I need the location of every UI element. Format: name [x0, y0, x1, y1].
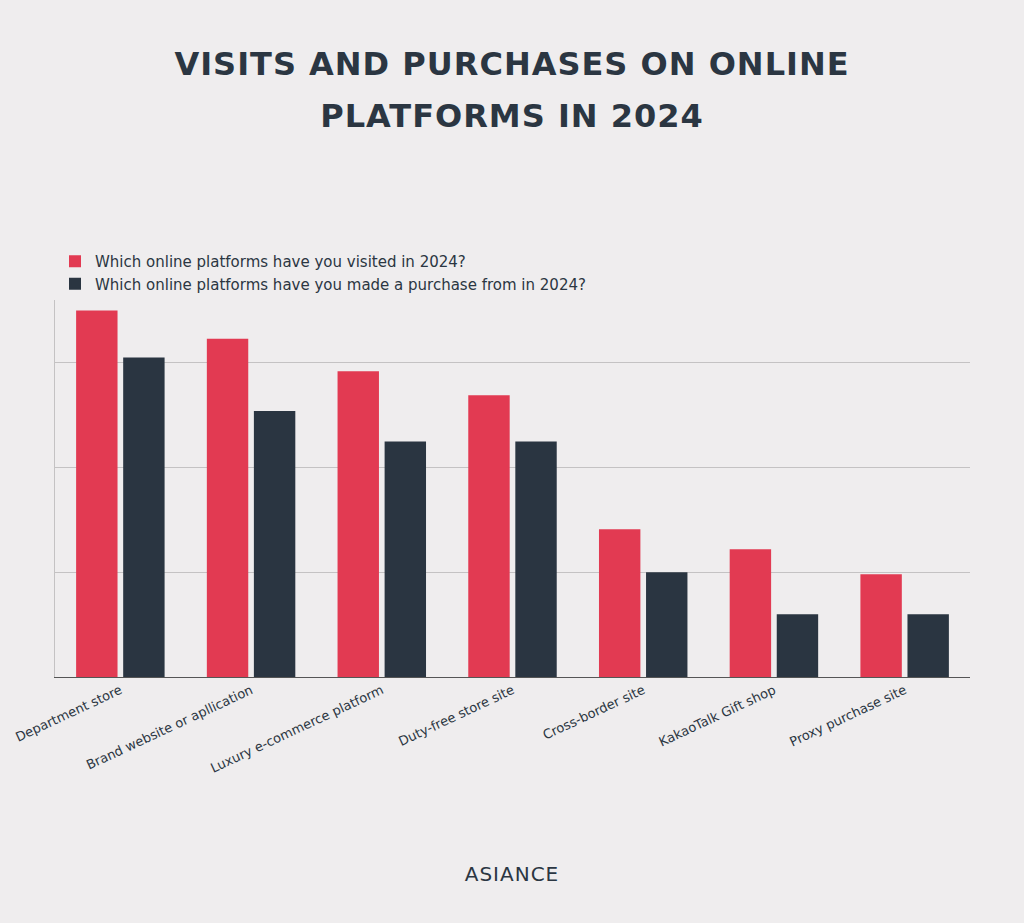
svg-text:Which online platforms have yo: Which online platforms have you visited …	[95, 253, 466, 271]
svg-text:KakaoTalk Gift shop: KakaoTalk Gift shop	[657, 682, 778, 749]
svg-text:Department store: Department store	[13, 682, 124, 744]
svg-text:Cross-border site: Cross-border site	[540, 682, 647, 742]
svg-text:Proxy purchase site: Proxy purchase site	[787, 682, 908, 749]
html-text:ASIANCE: ASIANCE	[464, 862, 560, 886]
svg-text:Brand website or apllication: Brand website or apllication	[84, 682, 255, 772]
svg-text:Which online platforms have yo: Which online platforms have you made a p…	[95, 276, 586, 294]
svg-text:Duty-free store site: Duty-free store site	[396, 682, 516, 749]
html-text:VISITS AND PURCHASES ON ONLINE: VISITS AND PURCHASES ON ONLINE PLATFORMS…	[174, 45, 850, 135]
svg-text:Luxury e-commerce platform: Luxury e-commerce platform	[208, 682, 386, 775]
